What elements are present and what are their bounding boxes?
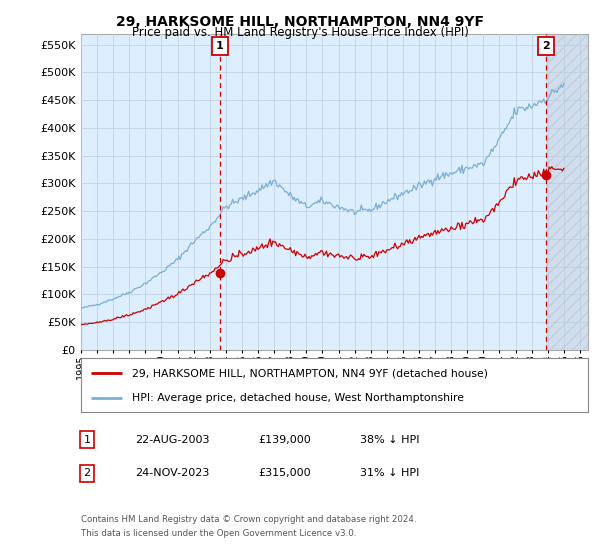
Text: 2: 2 [83,468,91,478]
Text: 31% ↓ HPI: 31% ↓ HPI [360,468,419,478]
Text: 24-NOV-2023: 24-NOV-2023 [135,468,209,478]
Text: 38% ↓ HPI: 38% ↓ HPI [360,435,419,445]
Text: 2: 2 [542,41,550,51]
Text: This data is licensed under the Open Government Licence v3.0.: This data is licensed under the Open Gov… [81,529,356,538]
Text: Price paid vs. HM Land Registry's House Price Index (HPI): Price paid vs. HM Land Registry's House … [131,26,469,39]
Text: 22-AUG-2003: 22-AUG-2003 [135,435,209,445]
Text: HPI: Average price, detached house, West Northamptonshire: HPI: Average price, detached house, West… [132,393,464,403]
Text: £315,000: £315,000 [258,468,311,478]
Text: Contains HM Land Registry data © Crown copyright and database right 2024.: Contains HM Land Registry data © Crown c… [81,515,416,524]
Text: 29, HARKSOME HILL, NORTHAMPTON, NN4 9YF (detached house): 29, HARKSOME HILL, NORTHAMPTON, NN4 9YF … [132,368,488,379]
Text: 1: 1 [216,41,224,51]
Text: £139,000: £139,000 [258,435,311,445]
Text: 1: 1 [83,435,91,445]
Text: 29, HARKSOME HILL, NORTHAMPTON, NN4 9YF: 29, HARKSOME HILL, NORTHAMPTON, NN4 9YF [116,15,484,29]
